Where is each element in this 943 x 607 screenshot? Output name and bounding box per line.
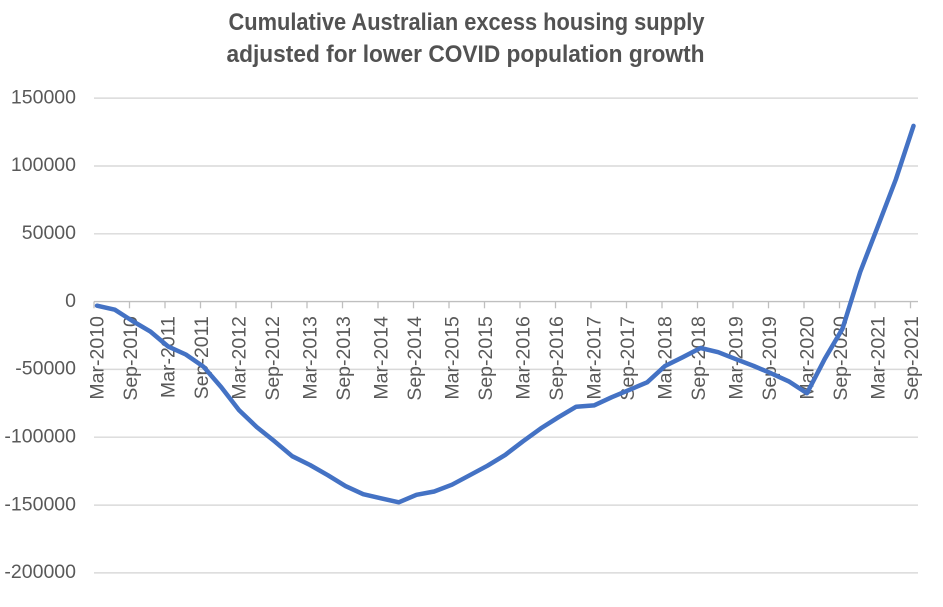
svg-text:-200000: -200000 (4, 561, 76, 583)
svg-text:Sep-2013: Sep-2013 (333, 316, 355, 401)
svg-text:Mar-2011: Mar-2011 (158, 316, 180, 398)
svg-text:Mar-2013: Mar-2013 (300, 316, 322, 399)
svg-text:Sep-2015: Sep-2015 (475, 316, 497, 401)
svg-text:-150000: -150000 (4, 493, 76, 515)
svg-text:Mar-2018: Mar-2018 (655, 316, 677, 399)
svg-text:adjusted for lower COVID popul: adjusted for lower COVID population grow… (227, 41, 705, 68)
svg-text:Mar-2017: Mar-2017 (584, 316, 606, 399)
svg-text:Sep-2017: Sep-2017 (617, 316, 639, 401)
svg-text:Mar-2021: Mar-2021 (868, 316, 890, 399)
svg-text:Sep-2014: Sep-2014 (404, 316, 426, 401)
svg-text:Sep-2019: Sep-2019 (759, 316, 781, 401)
svg-text:Sep-2011: Sep-2011 (191, 316, 213, 399)
svg-text:100000: 100000 (11, 154, 76, 176)
svg-text:150000: 150000 (11, 86, 76, 108)
svg-text:Mar-2014: Mar-2014 (371, 316, 393, 400)
svg-text:Sep-2016: Sep-2016 (546, 316, 568, 401)
svg-text:Sep-2018: Sep-2018 (688, 316, 710, 401)
svg-text:Mar-2012: Mar-2012 (229, 316, 251, 399)
svg-text:Sep-2021: Sep-2021 (901, 316, 923, 401)
svg-text:0: 0 (65, 290, 76, 312)
svg-text:Mar-2015: Mar-2015 (442, 316, 464, 400)
svg-text:Mar-2010: Mar-2010 (87, 316, 109, 400)
svg-text:Sep-2010: Sep-2010 (120, 316, 142, 401)
svg-text:Sep-2012: Sep-2012 (262, 316, 284, 401)
svg-text:Mar-2016: Mar-2016 (513, 316, 535, 399)
svg-text:Cumulative Australian excess h: Cumulative Australian excess housing sup… (229, 9, 706, 36)
svg-text:50000: 50000 (22, 222, 76, 244)
svg-text:-100000: -100000 (4, 425, 76, 447)
svg-text:-50000: -50000 (15, 358, 76, 380)
